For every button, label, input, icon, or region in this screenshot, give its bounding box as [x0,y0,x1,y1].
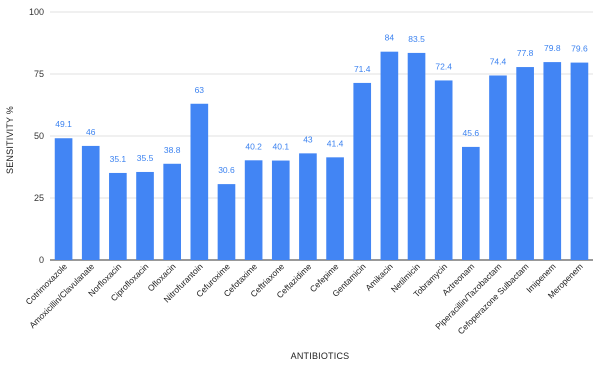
data-label: 35.5 [137,153,154,163]
gridlines [50,11,593,261]
bar [54,138,73,260]
data-label: 71.4 [354,64,371,74]
bar [489,75,507,260]
x-axis-ticks: CotrimoxazoleAmoxicillin/ClavulanateNorf… [24,261,585,336]
data-label: 72.4 [435,61,452,71]
bar [163,163,181,260]
bar [136,171,154,260]
data-label: 41.4 [327,138,344,148]
data-label: 35.1 [110,154,127,164]
bar [516,67,534,260]
data-label: 79.6 [571,44,588,54]
y-tick-label: 25 [34,193,44,203]
bar [434,80,453,260]
data-label: 77.8 [517,48,534,58]
data-label: 84 [385,33,395,43]
bar [299,153,317,260]
y-axis-ticks: 0 25 50 75 100 [29,7,44,265]
data-label: 49.1 [55,119,72,129]
bar [326,157,344,260]
data-label: 30.6 [218,165,235,175]
y-tick-label: 50 [34,131,44,141]
bar [543,62,562,260]
x-axis-title: ANTIBIOTICS [291,351,350,361]
data-label: 74.4 [490,56,507,66]
bar [190,103,209,260]
y-axis-title: SENSITIVITY % [5,106,15,174]
bar [217,184,236,260]
bars [54,51,589,261]
bar [81,145,100,260]
y-tick-label: 0 [39,255,44,265]
bar [244,160,263,260]
bar [570,62,589,261]
data-label: 46 [86,127,96,137]
data-label: 40.1 [273,142,290,152]
data-label: 79.8 [544,43,561,53]
bar [109,172,127,260]
bar [407,52,426,260]
y-tick-label: 75 [34,69,44,79]
data-label: 83.5 [408,34,425,44]
data-label: 38.8 [164,145,181,155]
bar [462,146,480,260]
data-label: 63 [195,85,205,95]
data-label: 43 [303,134,313,144]
data-label: 40.2 [245,141,262,151]
bar [271,160,290,260]
y-tick-label: 100 [29,7,44,17]
bar [353,82,372,260]
data-labels: 49.1 46 35.1 35.5 38.8 63 30.6 40.2 40.1 43 41.4 71… [55,33,588,175]
bar [380,51,399,261]
data-label: 45.6 [463,128,480,138]
